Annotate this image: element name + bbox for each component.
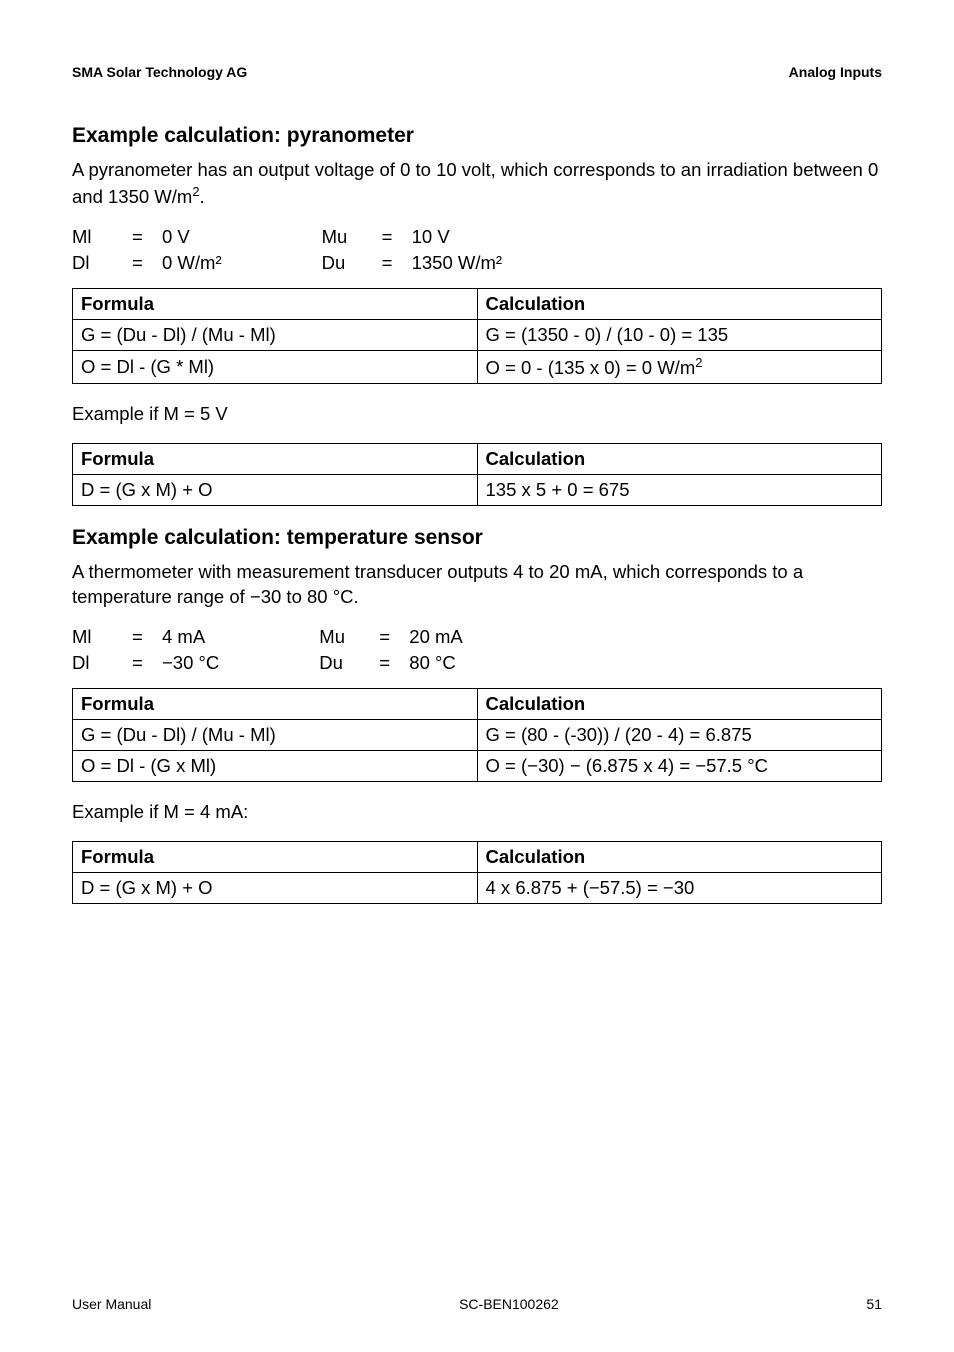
- temperature-intro: A thermometer with measurement transduce…: [72, 560, 882, 610]
- temperature-table-2: Formula Calculation D = (G x M) + O 4 x …: [72, 841, 882, 904]
- table-cell: G = (Du - Dl) / (Mu - Ml): [73, 720, 478, 751]
- table-cell: O = Dl - (G x Ml): [73, 751, 478, 782]
- footer-left: User Manual: [72, 1296, 151, 1312]
- table-cell: G = (Du - Dl) / (Mu - Ml): [73, 320, 478, 351]
- var-eq: =: [132, 626, 152, 648]
- cell-text: O = 0 - (135 x 0) = 0 W/m: [486, 357, 696, 378]
- var-label: Dl: [72, 652, 122, 674]
- var-value: −30 °C: [162, 652, 219, 674]
- table-cell: 4 x 6.875 + (−57.5) = −30: [477, 873, 882, 904]
- footer-center: SC-BEN100262: [459, 1296, 559, 1312]
- pyr-vars-right: Mu = 10 V Du = 1350 W/m²: [322, 226, 502, 274]
- var-eq: =: [382, 226, 402, 248]
- table-header-calc: Calculation: [477, 689, 882, 720]
- header-right: Analog Inputs: [789, 64, 882, 80]
- var-value: 0 W/m²: [162, 252, 222, 274]
- pyranometer-heading: Example calculation: pyranometer: [72, 124, 882, 148]
- table-header-calc: Calculation: [477, 289, 882, 320]
- cell-exp: 2: [695, 355, 702, 370]
- var-eq: =: [379, 652, 399, 674]
- pyranometer-table-1: Formula Calculation G = (Du - Dl) / (Mu …: [72, 288, 882, 384]
- temp-vars-left: Ml = 4 mA Dl = −30 °C: [72, 626, 219, 674]
- table-header-calc: Calculation: [477, 444, 882, 475]
- page-header: SMA Solar Technology AG Analog Inputs: [72, 64, 882, 80]
- table-cell: O = 0 - (135 x 0) = 0 W/m2: [477, 351, 882, 384]
- pyr-intro-exp: 2: [192, 184, 199, 199]
- footer-page-number: 51: [866, 1296, 882, 1312]
- pyr-vars-left: Ml = 0 V Dl = 0 W/m²: [72, 226, 222, 274]
- var-eq: =: [379, 626, 399, 648]
- table-cell: D = (G x M) + O: [73, 475, 478, 506]
- var-eq: =: [132, 252, 152, 274]
- temperature-example-label: Example if M = 4 mA:: [72, 800, 882, 825]
- pyranometer-table-2: Formula Calculation D = (G x M) + O 135 …: [72, 443, 882, 506]
- table-header-formula: Formula: [73, 289, 478, 320]
- var-label: Ml: [72, 226, 122, 248]
- table-cell: O = Dl - (G * Ml): [73, 351, 478, 384]
- temp-vars-right: Mu = 20 mA Du = 80 °C: [319, 626, 462, 674]
- var-value: 20 mA: [409, 626, 462, 648]
- table-cell: G = (80 - (-30)) / (20 - 4) = 6.875: [477, 720, 882, 751]
- var-label: Du: [319, 652, 369, 674]
- var-value: 10 V: [412, 226, 502, 248]
- page-footer: User Manual SC-BEN100262 51: [72, 1296, 882, 1312]
- temperature-heading: Example calculation: temperature sensor: [72, 526, 882, 550]
- temperature-table-1: Formula Calculation G = (Du - Dl) / (Mu …: [72, 688, 882, 782]
- var-label: Mu: [319, 626, 369, 648]
- table-header-calc: Calculation: [477, 842, 882, 873]
- table-cell: O = (−30) − (6.875 x 4) = −57.5 °C: [477, 751, 882, 782]
- temperature-variables: Ml = 4 mA Dl = −30 °C Mu = 20 mA Du = 80…: [72, 626, 882, 674]
- var-eq: =: [382, 252, 402, 274]
- var-label: Du: [322, 252, 372, 274]
- var-label: Mu: [322, 226, 372, 248]
- pyranometer-intro: A pyranometer has an output voltage of 0…: [72, 158, 882, 210]
- pyr-intro-text-b: .: [200, 186, 205, 207]
- table-cell: G = (1350 - 0) / (10 - 0) = 135: [477, 320, 882, 351]
- table-header-formula: Formula: [73, 689, 478, 720]
- table-header-formula: Formula: [73, 842, 478, 873]
- table-cell: 135 x 5 + 0 = 675: [477, 475, 882, 506]
- header-left: SMA Solar Technology AG: [72, 64, 247, 80]
- var-value: 4 mA: [162, 626, 219, 648]
- table-header-formula: Formula: [73, 444, 478, 475]
- var-eq: =: [132, 226, 152, 248]
- var-value: 0 V: [162, 226, 222, 248]
- pyranometer-example-label: Example if M = 5 V: [72, 402, 882, 427]
- table-cell: D = (G x M) + O: [73, 873, 478, 904]
- var-eq: =: [132, 652, 152, 674]
- var-label: Dl: [72, 252, 122, 274]
- pyranometer-variables: Ml = 0 V Dl = 0 W/m² Mu = 10 V Du = 1350…: [72, 226, 882, 274]
- var-label: Ml: [72, 626, 122, 648]
- var-value: 80 °C: [409, 652, 462, 674]
- var-value: 1350 W/m²: [412, 252, 502, 274]
